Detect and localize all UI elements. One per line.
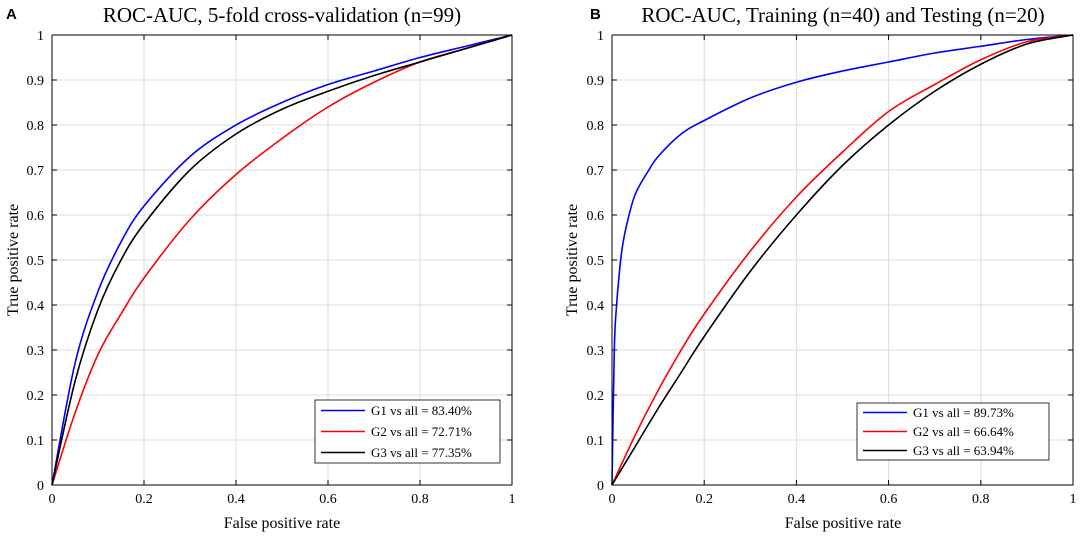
y-tick-label-a: 0.8 [27,119,45,134]
x-tick-label-b: 0.2 [695,492,713,507]
y-tick-label-b: 0.7 [587,164,605,179]
y-tick-label-a: 0.3 [27,344,45,359]
y-tick-label-b: 0.1 [587,434,605,449]
y-tick-label-a: 0.4 [27,299,45,314]
x-tick-label-b: 0.6 [880,492,898,507]
chart-title-b: ROC-AUC, Training (n=40) and Testing (n=… [641,3,1044,27]
series-line-b-g2 [611,34,1074,486]
legend-a: G1 vs all = 83.40% G2 vs all = 72.71% G3 v… [314,399,501,464]
y-tick-label-b: 0 [597,479,604,494]
y-tick-label-b: 1 [597,29,604,44]
y-tick-label-a: 0.6 [27,209,45,224]
y-tick-label-b: 0.5 [587,254,605,269]
x-axis-label-a: False positive rate [224,515,340,532]
y-tick-label-a: 1 [37,29,44,44]
x-tick-label-a: 0.2 [135,492,153,507]
x-tick-label-a: 0 [49,492,56,507]
series-line-a-g3 [51,34,513,486]
x-tick-label-b: 0 [609,492,616,507]
legend-b: G1 vs all = 89.73% G2 vs all = 66.64% G3 v… [856,402,1050,461]
y-tick-label-b: 0.6 [587,209,605,224]
panel-letter-b: B [590,6,601,23]
x-tick-label-a: 0.6 [319,492,337,507]
legend-label-b-g3: G3 vs all = 63.94% [913,443,1014,458]
y-axis-label-a: True positive rate [5,204,22,316]
series-line-b-g1 [611,34,1074,486]
legend-label-a-g3: G3 vs all = 77.35% [371,445,472,460]
series-line-a-g1 [51,34,513,486]
x-tick-label-b: 0.4 [788,492,806,507]
y-tick-label-b: 0.9 [587,74,605,89]
y-tick-label-a: 0.2 [27,389,45,404]
y-tick-label-a: 0.9 [27,74,45,89]
plot-area-a: 0 0.2 0.4 0.6 0.8 1 0 0.1 0.2 0.3 0.4 0.5 0.6 0.7 0.8 0… [27,29,516,507]
x-tick-label-a: 0.8 [411,492,429,507]
panel-a: A ROC-AUC, 5-fold cross-validation (n=99… [5,3,516,532]
legend-label-b-g1: G1 vs all = 89.73% [913,405,1014,420]
chart-title-a: ROC-AUC, 5-fold cross-validation (n=99) [103,3,461,27]
y-tick-label-a: 0.5 [27,254,45,269]
x-tick-label-b: 1 [1070,492,1077,507]
x-tick-label-a: 1 [509,492,516,507]
legend-label-b-g2: G2 vs all = 66.64% [913,424,1014,439]
x-axis-label-b: False positive rate [785,515,901,532]
y-tick-label-b: 0.4 [587,299,605,314]
x-tick-label-b: 0.8 [972,492,990,507]
y-tick-label-b: 0.3 [587,344,605,359]
x-tick-label-a: 0.4 [227,492,245,507]
panel-b: B ROC-AUC, Training (n=40) and Testing (… [564,3,1077,532]
y-tick-label-a: 0.7 [27,164,45,179]
legend-label-a-g2: G2 vs all = 72.71% [371,424,472,439]
y-tick-label-b: 0.8 [587,119,605,134]
legend-label-a-g1: G1 vs all = 83.40% [371,403,472,418]
y-tick-label-b: 0.2 [587,389,605,404]
panel-letter-a: A [6,6,17,23]
plot-area-b: 0 0.2 0.4 0.6 0.8 1 0 0.1 0.2 0.3 0.4 0.5 0.6 0.7 0.8 0… [587,29,1077,507]
y-axis-label-b: True positive rate [564,204,581,316]
y-tick-label-a: 0 [37,479,44,494]
y-tick-label-a: 0.1 [27,434,45,449]
series-line-b-g3 [611,34,1074,486]
